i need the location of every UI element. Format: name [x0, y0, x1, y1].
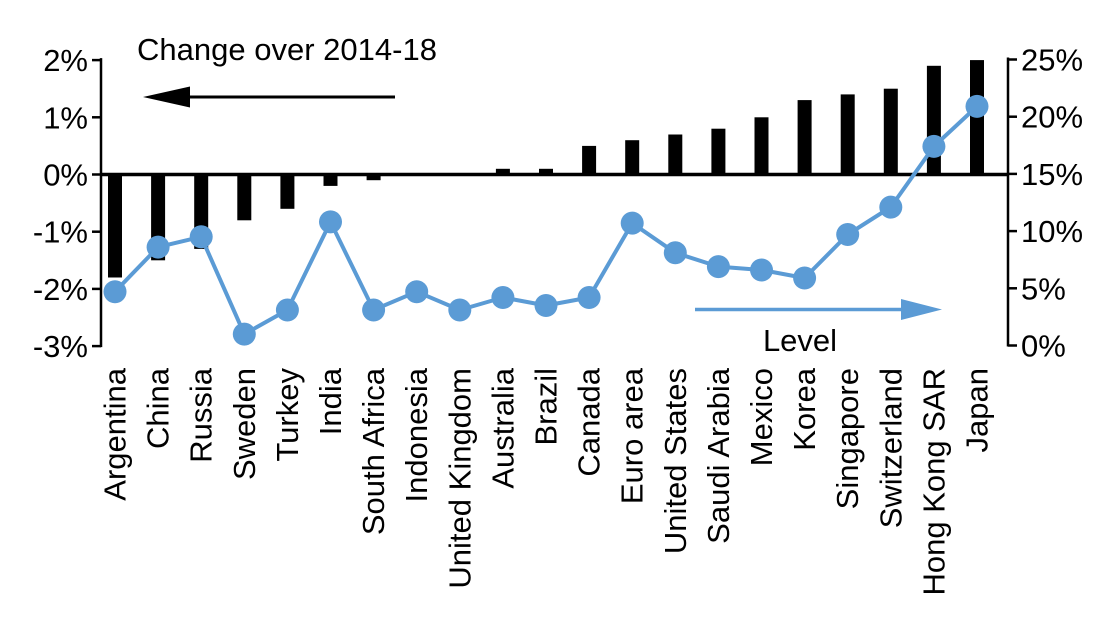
bar-United States [668, 134, 683, 175]
left-tick-label: 1% [43, 100, 88, 135]
level-point-Turkey [275, 298, 299, 322]
bar-India [323, 174, 338, 186]
right-tick-label: 0% [1021, 329, 1066, 364]
category-label-United Kingdom: United Kingdom [442, 368, 477, 589]
bar-Mexico [754, 117, 769, 175]
level-point-India [319, 210, 342, 234]
bar-South Africa [366, 174, 381, 181]
level-label: Level [763, 323, 837, 358]
bar-Turkey [280, 174, 295, 209]
category-label-Canada: Canada [572, 367, 607, 476]
category-label-South Africa: South Africa [356, 367, 391, 535]
category-label-Hong Kong SAR: Hong Kong SAR [916, 368, 951, 595]
category-label-Sweden: Sweden [227, 368, 262, 480]
level-point-Argentina [103, 280, 127, 304]
level-annotation: Level [695, 299, 942, 358]
category-label-Indonesia: Indonesia [399, 367, 434, 502]
bar-Euro area [625, 140, 640, 175]
left-tick-label: 2% [43, 43, 88, 78]
level-point-South Africa [362, 298, 386, 322]
line-series [103, 94, 989, 346]
right-tick-label: 15% [1021, 157, 1083, 192]
category-label-Russia: Russia [184, 367, 219, 463]
level-point-Sweden [232, 322, 256, 346]
category-label-Mexico: Mexico [744, 368, 779, 466]
bar-Singapore [840, 94, 855, 175]
category-label-Turkey: Turkey [270, 368, 305, 462]
category-label-United States: United States [658, 368, 693, 554]
left-tick-label: -1% [33, 215, 88, 250]
category-label-Switzerland: Switzerland [873, 368, 908, 528]
category-label-Japan: Japan [960, 368, 995, 452]
category-label-Korea: Korea [787, 367, 822, 450]
level-point-United Kingdom [448, 298, 472, 322]
category-label-Australia: Australia [485, 367, 520, 488]
level-point-United States [663, 241, 687, 265]
category-label-Brazil: Brazil [529, 368, 564, 446]
bar-Australia [495, 168, 510, 175]
category-label-Euro area: Euro area [615, 367, 650, 504]
level-point-Hong Kong SAR [922, 134, 946, 158]
change-annotation: Change over 2014-18 [137, 32, 437, 108]
left-tick-label: -3% [33, 329, 88, 364]
level-arrow-icon [901, 299, 942, 320]
level-point-Euro area [620, 211, 644, 235]
level-point-Japan [965, 94, 989, 118]
left-tick-label: -2% [33, 272, 88, 307]
level-point-China [146, 235, 170, 259]
chart-title-change: Change over 2014-18 [137, 32, 437, 67]
right-tick-label: 10% [1021, 214, 1083, 249]
bar-Brazil [539, 168, 553, 175]
left-tick-label: 0% [43, 158, 88, 193]
category-label-Argentina: Argentina [98, 367, 133, 500]
right-tick-label: 5% [1021, 271, 1066, 306]
level-point-Mexico [750, 258, 773, 282]
level-point-Brazil [534, 294, 558, 317]
right-tick-label: 25% [1021, 43, 1083, 78]
right-tick-label: 20% [1021, 100, 1083, 135]
bar-Sweden [237, 174, 252, 221]
level-point-Switzerland [879, 195, 903, 219]
bar-Argentina [108, 174, 122, 278]
level-point-Indonesia [405, 280, 429, 304]
change-arrow-icon [143, 86, 190, 108]
level-point-Australia [491, 286, 515, 309]
bars-series [108, 60, 984, 278]
level-point-Canada [577, 286, 601, 309]
category-label-Singapore: Singapore [830, 368, 865, 509]
left-axis: 2% 1% 0% -1% -2% -3% [33, 43, 103, 364]
right-axis: 25% 20% 15% 10% 5% 0% [1006, 43, 1083, 364]
category-axis: Argentina China Russia Sweden Turkey India Sou… [98, 367, 995, 595]
category-label-India: India [313, 367, 348, 435]
level-point-Korea [793, 266, 817, 290]
bar-Saudi Arabia [711, 128, 726, 175]
bar-Hong Kong SAR [926, 65, 941, 175]
category-label-China: China [141, 367, 176, 449]
level-point-Saudi Arabia [706, 255, 730, 279]
level-point-Singapore [836, 223, 860, 246]
bar-Korea [797, 100, 812, 175]
level-point-Russia [189, 225, 213, 249]
category-label-Saudi Arabia: Saudi Arabia [701, 367, 736, 544]
bar-Switzerland [883, 88, 898, 175]
bar-Canada [582, 145, 597, 175]
